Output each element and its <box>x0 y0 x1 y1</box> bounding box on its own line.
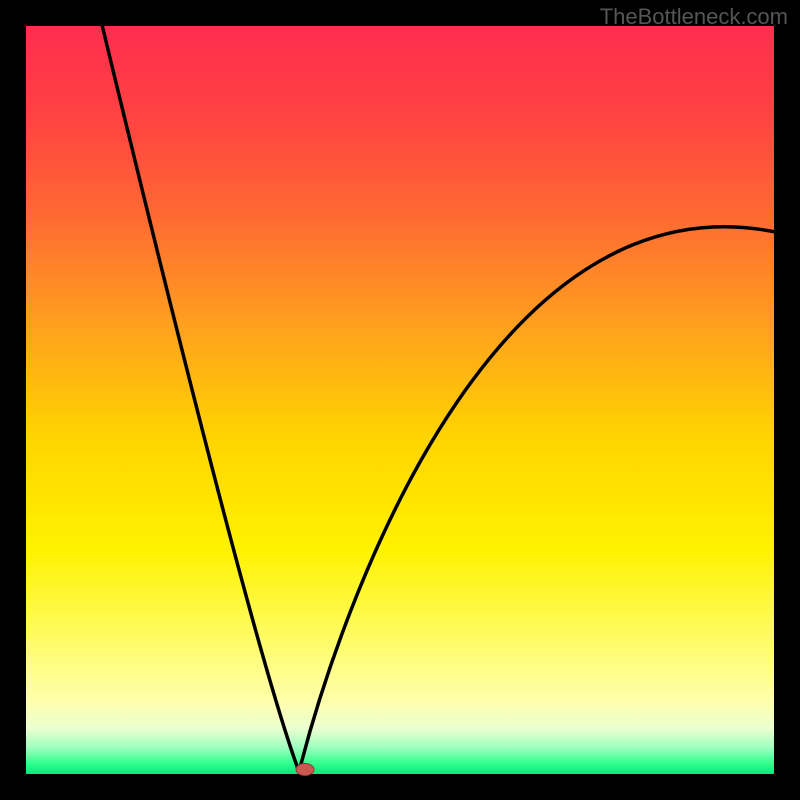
watermark-text: TheBottleneck.com <box>600 4 788 30</box>
optimal-point-marker <box>296 764 314 776</box>
bottleneck-chart <box>0 0 800 800</box>
chart-background <box>26 26 774 774</box>
chart-container: TheBottleneck.com <box>0 0 800 800</box>
